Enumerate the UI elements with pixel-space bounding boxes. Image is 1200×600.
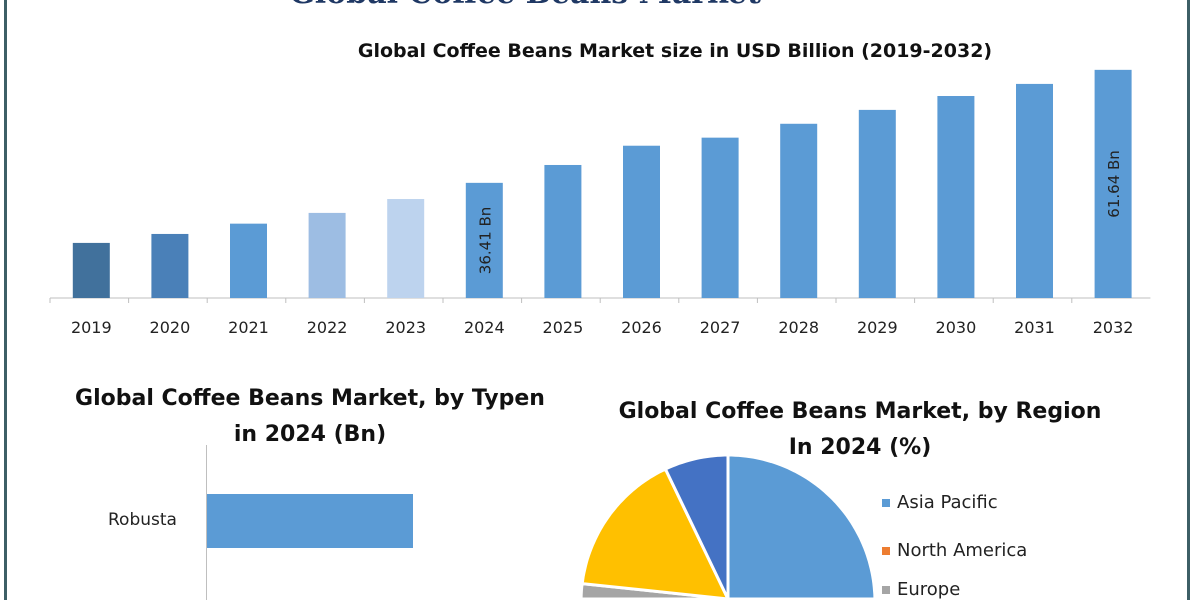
legend-europe: Europe [882,580,960,600]
legend-label: Europe [897,579,961,600]
type-chart-axis [206,445,207,600]
image-frame [4,0,1190,600]
tick-label-2027: 2027 [700,318,741,337]
bar-2019 [72,242,110,298]
legend-label: Asia Pacific [897,492,998,513]
bar-2020 [151,233,189,298]
tick-label-2021: 2021 [228,318,269,337]
legend-swatch [882,499,890,507]
page-title: Global Coffee Beans Market [0,0,1050,11]
region-chart-title-line2: In 2024 (%) [788,435,932,460]
tick-label-2030: 2030 [936,318,977,337]
tick-label-2031: 2031 [1014,318,1055,337]
tick-label-2025: 2025 [543,318,584,337]
bar-robusta [207,494,413,548]
tick-label-2020: 2020 [150,318,191,337]
tick-label-2032: 2032 [1093,318,1134,337]
bar-2032 [1094,69,1132,298]
tick-label-2019: 2019 [71,318,112,337]
tick-label-2028: 2028 [778,318,819,337]
bar-chart-title: Global Coffee Beans Market size in USD B… [357,40,993,62]
category-label-robusta: Robusta [108,510,177,530]
tick-label-2029: 2029 [857,318,898,337]
legend-swatch [882,586,890,594]
bar-2026 [623,145,660,298]
tick-label-2023: 2023 [385,318,426,337]
type-chart-title-line2: in 2024 (Bn) [233,422,387,447]
legend-asia-pacific: Asia Pacific [882,493,998,513]
tick-label-2022: 2022 [307,318,348,337]
legend-swatch [882,547,890,555]
bar-2025 [544,164,582,298]
tick-label-2024: 2024 [464,318,505,337]
bar-2022 [308,212,346,298]
tick-label-2026: 2026 [621,318,662,337]
bar-2027 [701,137,739,298]
region-chart-title: Global Coffee Beans Market, by Region In… [590,394,1130,466]
data-label-2024: 36.41 Bn [476,207,494,275]
bar-2030 [937,96,975,298]
type-chart-title-line1: Global Coffee Beans Market, by Typen [75,386,545,411]
bar-chart: 2019 2020 2021 2022 2023 2024 36.41 Bn 2025 2026… [49,69,1151,337]
bar-2024 [465,182,503,298]
type-chart-title: Global Coffee Beans Market, by Typen in … [60,381,560,453]
region-chart-title-line1: Global Coffee Beans Market, by Region [618,399,1102,424]
legend-north-america: North America [882,541,1027,561]
data-label-2032: 61.64 Bn [1105,150,1123,218]
bar-2021 [230,223,267,298]
bar-2031 [1016,83,1053,298]
legend-label: North America [897,540,1028,561]
bar-2023 [387,199,425,298]
bar-2029 [858,109,896,298]
bar-2028 [780,123,818,298]
